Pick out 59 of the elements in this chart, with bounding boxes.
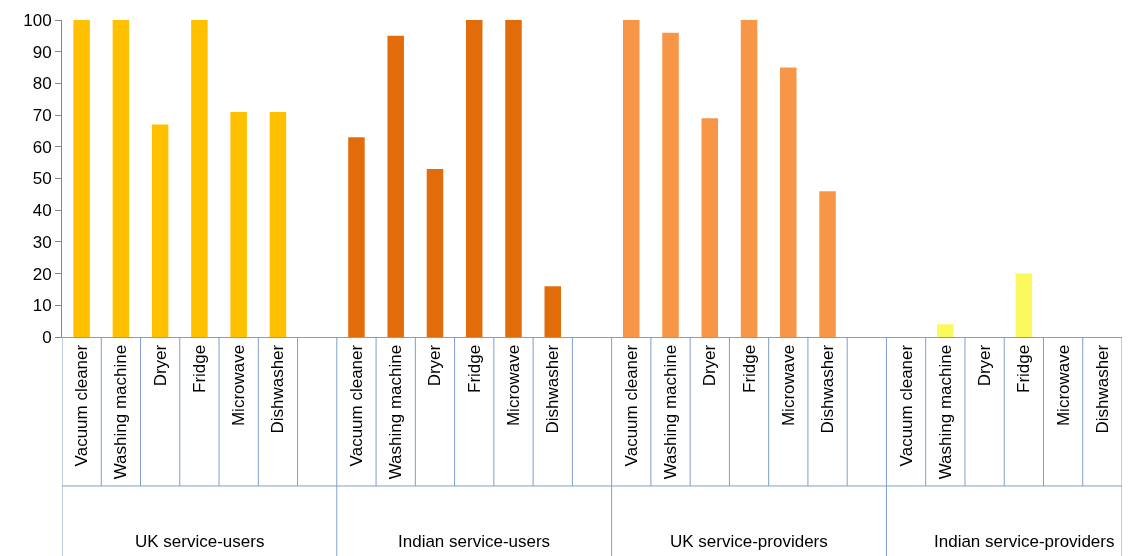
x-tick-label: Dishwasher [543, 344, 563, 434]
text: Indian service-users [398, 532, 551, 551]
y-tick-label: 0 [42, 327, 52, 347]
x-tick-label: Dryer [975, 344, 995, 387]
x-tick-label: Microwave [229, 344, 249, 427]
y-tick-label: 20 [32, 264, 52, 284]
bar [112, 20, 130, 337]
x-tick-label: Vacuum cleaner [346, 344, 366, 467]
y-tick-label: 80 [32, 74, 52, 94]
bar [151, 124, 169, 337]
y-tick-label: 50 [32, 169, 52, 189]
y-tick-label: 60 [32, 137, 52, 157]
x-tick-label: Washing machine [111, 344, 131, 480]
x-tick-label: Dryer [150, 344, 170, 387]
y-tick-label: 40 [32, 201, 52, 221]
y-tick-label: 10 [32, 296, 52, 316]
bar [465, 20, 483, 337]
bar [740, 20, 758, 337]
x-tick-label: Fridge [464, 344, 484, 393]
x-tick-label: Microwave [778, 344, 798, 427]
bar [505, 20, 522, 337]
bar [780, 67, 797, 337]
bar [387, 35, 404, 337]
x-tick-label: Fridge [189, 344, 209, 393]
x-tick-label: Fridge [1014, 344, 1034, 393]
y-tick-label: 100 [23, 10, 52, 30]
text: UK service-providers [670, 532, 828, 551]
bar [348, 137, 365, 337]
x-tick-label: Washing machine [386, 344, 406, 480]
bar [623, 20, 640, 337]
x-tick-label: Dishwasher [818, 344, 838, 434]
bar [269, 111, 287, 337]
x-tick-label: Dishwasher [1092, 344, 1112, 434]
x-tick-label: Microwave [504, 344, 524, 427]
x-tick-label: Microwave [1053, 344, 1073, 427]
bar [426, 168, 444, 337]
bar [191, 20, 208, 337]
x-tick-label: Dishwasher [268, 344, 288, 434]
x-tick-label: Fridge [739, 344, 759, 393]
x-tick-label: Washing machine [661, 344, 681, 480]
text: UK service-users [135, 532, 265, 551]
y-tick-label: 90 [32, 42, 52, 62]
bar [662, 32, 679, 337]
x-tick-label: Dryer [700, 344, 720, 387]
bar [819, 191, 836, 337]
bar [73, 20, 90, 337]
bar [937, 324, 954, 337]
text: Indian service-providers [934, 532, 1115, 551]
x-tick-label: Dryer [425, 344, 445, 387]
x-tick-label: Vacuum cleaner [621, 344, 641, 467]
x-tick-label: Washing machine [935, 344, 955, 480]
bar [230, 111, 247, 337]
bar [544, 286, 561, 337]
y-tick-label: 70 [32, 106, 52, 126]
x-tick-label: Vacuum cleaner [896, 344, 916, 467]
y-tick-label: 30 [32, 232, 52, 252]
bar [1015, 273, 1033, 337]
bar [701, 118, 719, 337]
x-tick-label: Vacuum cleaner [72, 344, 92, 467]
